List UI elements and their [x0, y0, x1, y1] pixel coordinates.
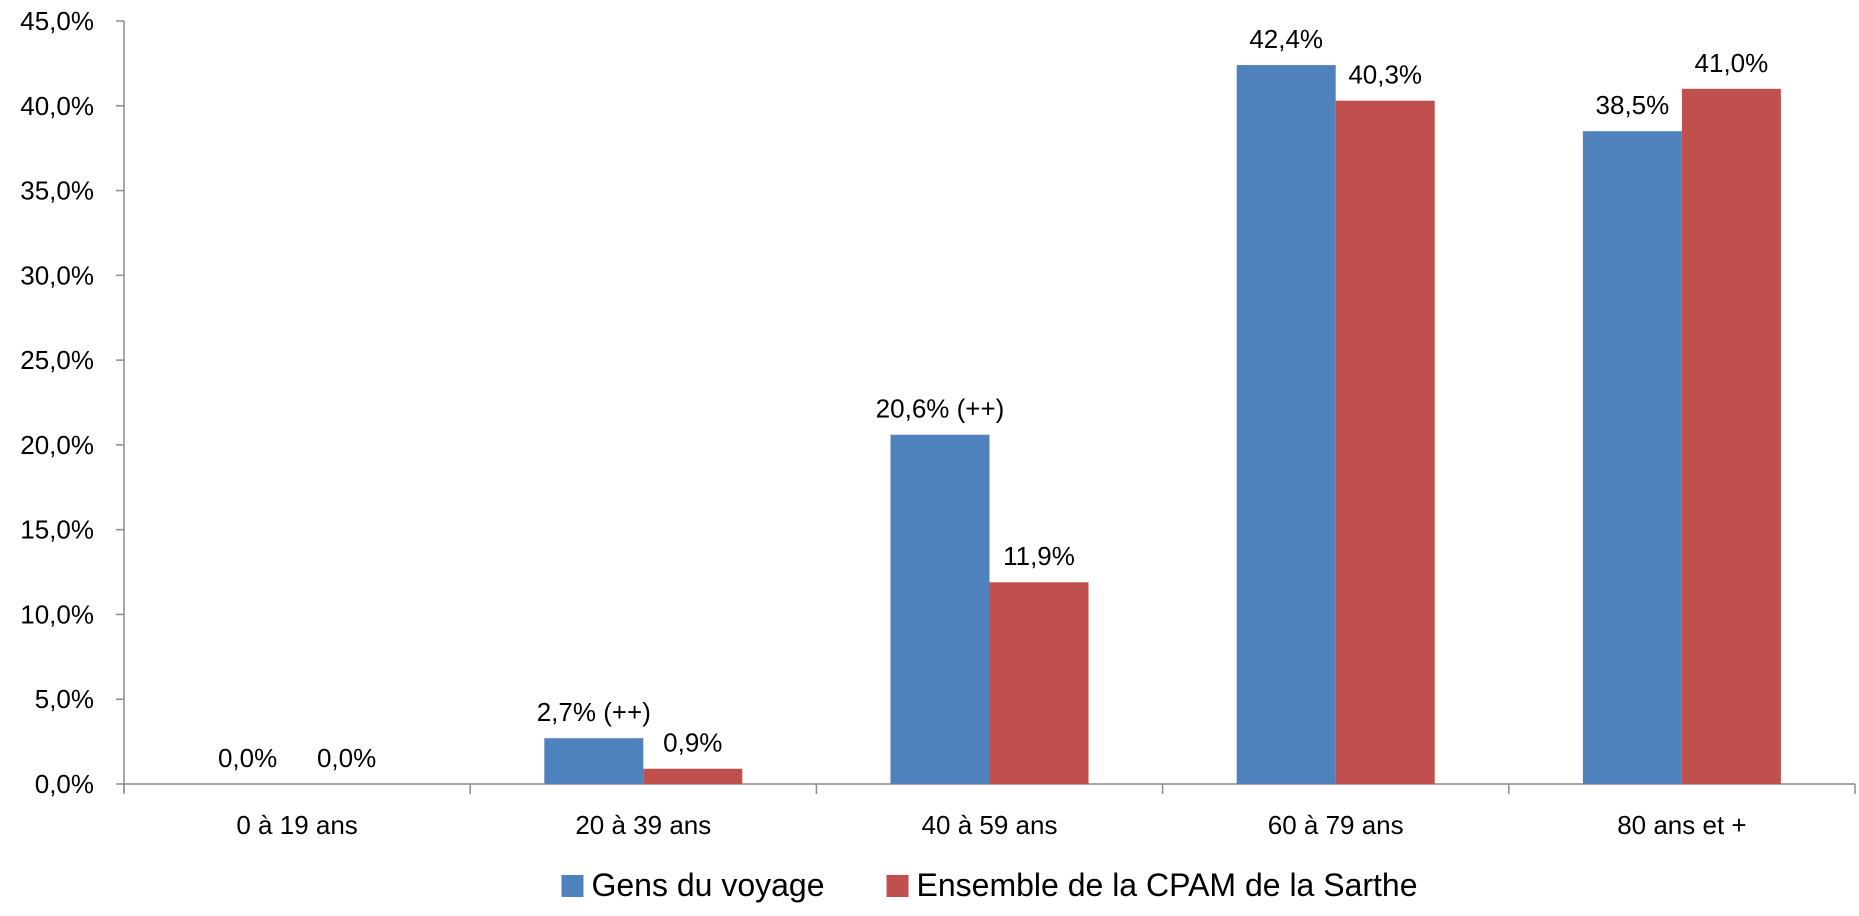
legend-label: Ensemble de la CPAM de la Sarthe — [917, 867, 1418, 903]
y-tick-label: 35,0% — [20, 176, 94, 206]
y-tick-label: 45,0% — [20, 6, 94, 36]
x-tick-label: 0 à 19 ans — [236, 810, 357, 840]
data-labels: 0,0% 2,7% (++) 20,6% (++) 42,4% 38,5% 0,0% 0,9… — [218, 24, 1768, 773]
x-axis: 0 à 19 ans 20 à 39 ans 40 à 59 ans 60 à 79 … — [123, 783, 1856, 840]
y-tick-label: 20,0% — [20, 430, 94, 460]
y-tick-label: 40,0% — [20, 91, 94, 121]
y-tick-label: 30,0% — [20, 260, 94, 290]
bar — [1236, 65, 1336, 784]
data-label: 0,0% — [317, 743, 376, 773]
bars — [544, 65, 1781, 785]
data-label: 20,6% (++) — [876, 394, 1005, 424]
data-label: 40,3% — [1348, 60, 1422, 90]
bar — [1335, 100, 1435, 785]
data-label: 38,5% — [1596, 90, 1670, 120]
y-tick-label: 15,0% — [20, 515, 94, 545]
y-axis: 0,0% 5,0% 10,0% 15,0% 20,0% 25,0% 30,0% 35,0% 40… — [20, 6, 125, 799]
y-tick-label: 25,0% — [20, 345, 94, 375]
data-label: 42,4% — [1249, 24, 1323, 54]
bar — [1681, 88, 1781, 785]
bar — [890, 434, 990, 784]
bar — [544, 738, 644, 784]
y-tick-label: 10,0% — [20, 599, 94, 629]
bar — [1582, 131, 1682, 784]
x-tick-label: 20 à 39 ans — [575, 810, 711, 840]
x-tick-label: 40 à 59 ans — [922, 810, 1058, 840]
legend-item: Gens du voyage — [561, 867, 825, 903]
x-tick-label: 60 à 79 ans — [1268, 810, 1404, 840]
bar — [643, 768, 743, 784]
data-label: 11,9% — [1003, 541, 1075, 571]
y-tick-label: 0,0% — [35, 769, 94, 799]
legend-swatch — [886, 875, 909, 897]
data-label: 2,7% (++) — [537, 697, 651, 727]
legend: Gens du voyage Ensemble de la CPAM de la … — [561, 867, 1418, 903]
legend-swatch — [561, 875, 584, 897]
data-label: 0,9% — [663, 728, 722, 758]
x-tick-label: 80 ans et + — [1617, 810, 1746, 840]
data-label: 0,0% — [218, 743, 277, 773]
bar — [989, 582, 1089, 784]
y-tick-label: 5,0% — [35, 684, 94, 714]
legend-item: Ensemble de la CPAM de la Sarthe — [886, 867, 1418, 903]
data-label: 41,0% — [1695, 48, 1769, 78]
legend-label: Gens du voyage — [591, 867, 824, 903]
